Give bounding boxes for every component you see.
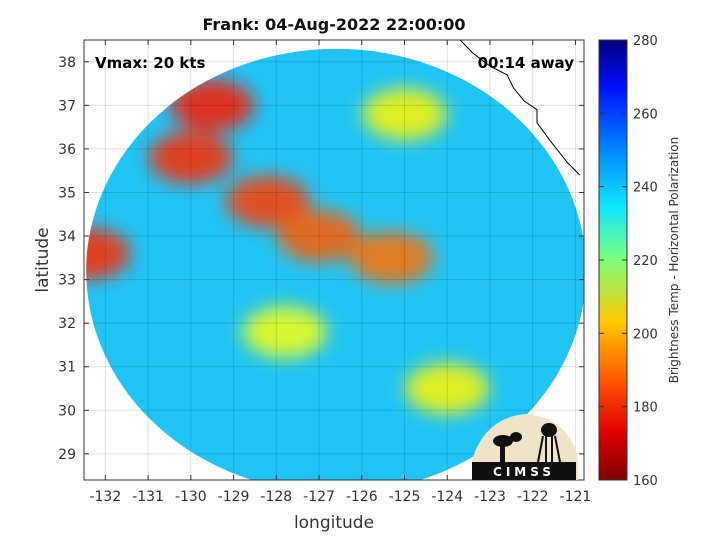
field-feature-cold-band — [148, 131, 233, 184]
colorbar-tick-label: 280 — [633, 34, 658, 49]
x-tick-label: -121 — [560, 489, 592, 505]
y-axis-label: latitude — [33, 227, 53, 292]
x-axis-ticks: -132 -131 -130 -129 -128 -127 -126 -125 -124 -123… — [89, 40, 591, 505]
x-tick-label: -126 — [346, 489, 378, 505]
field-feature-warm-patch — [405, 362, 490, 415]
colorbar-ticks: 160 180 200 220 240 260 280 — [599, 34, 658, 489]
y-tick-label: 29 — [58, 447, 76, 463]
y-tick-label: 33 — [58, 273, 76, 289]
x-tick-label: -132 — [89, 489, 121, 505]
brightness-temperature-swath — [86, 48, 584, 480]
x-tick-label: -129 — [218, 489, 250, 505]
field-feature-cold-band — [225, 175, 310, 228]
gridlines — [84, 40, 584, 480]
axes-frame — [83, 39, 585, 481]
field-feature-warm-patch — [362, 88, 447, 141]
swath-features — [86, 79, 490, 415]
y-tick-label: 36 — [58, 142, 76, 158]
y-tick-label: 37 — [58, 98, 76, 114]
field-feature-cold-band — [277, 210, 362, 263]
y-tick-label: 38 — [58, 55, 76, 71]
logo-text: CIMSS — [493, 465, 555, 479]
field-feature-west-edge — [86, 227, 131, 280]
cimss-logo: CIMSS — [472, 414, 578, 480]
colorbar: 160 180 200 220 240 260 280 Brightness Temp - … — [598, 34, 681, 489]
logo-tower-legs-icon — [537, 435, 561, 463]
field-feature-warm-patch — [242, 305, 327, 358]
vmax-annotation: Vmax: 20 kts — [95, 54, 205, 72]
y-tick-label: 30 — [58, 403, 76, 419]
logo-tower-tank-icon — [541, 423, 557, 437]
coastline — [459, 40, 581, 176]
x-tick-label: -128 — [260, 489, 292, 505]
x-tick-label: -123 — [474, 489, 506, 505]
logo-dish-icon — [493, 435, 513, 447]
y-tick-label: 31 — [58, 360, 76, 376]
logo-banner — [472, 462, 576, 480]
x-tick-label: -122 — [517, 489, 549, 505]
x-axis-label: longitude — [294, 513, 374, 533]
colorbar-tick-label: 260 — [633, 107, 658, 122]
x-tick-label: -125 — [389, 489, 421, 505]
logo-dish2-icon — [510, 432, 522, 442]
x-tick-label: -127 — [303, 489, 335, 505]
y-tick-label: 32 — [58, 316, 76, 332]
colorbar-tick-label: 240 — [633, 181, 658, 196]
colorbar-label: Brightness Temp - Horizontal Polarizatio… — [667, 137, 681, 384]
plot-area: -132 -131 -130 -129 -128 -127 -126 -125 -124 -123… — [33, 39, 591, 533]
y-tick-label: 34 — [58, 229, 76, 245]
colorbar-tick-label: 200 — [633, 327, 658, 342]
colorbar-tick-label: 160 — [633, 474, 658, 489]
field-feature-cold-band — [349, 231, 434, 284]
logo-dish-stand-icon — [500, 444, 505, 462]
y-tick-label: 35 — [58, 185, 76, 201]
x-tick-label: -124 — [431, 489, 463, 505]
x-tick-label: -131 — [132, 489, 164, 505]
colorbar-tick-label: 220 — [633, 254, 658, 269]
field-feature-cold-band — [170, 79, 255, 132]
colorbar-tick-label: 180 — [633, 401, 658, 416]
chart-title: Frank: 04-Aug-2022 22:00:00 — [202, 15, 465, 34]
time-away-annotation: 00:14 away — [478, 54, 575, 72]
x-tick-label: -130 — [175, 489, 207, 505]
y-axis-ticks: 29 30 31 32 33 34 35 36 37 38 — [58, 55, 584, 463]
